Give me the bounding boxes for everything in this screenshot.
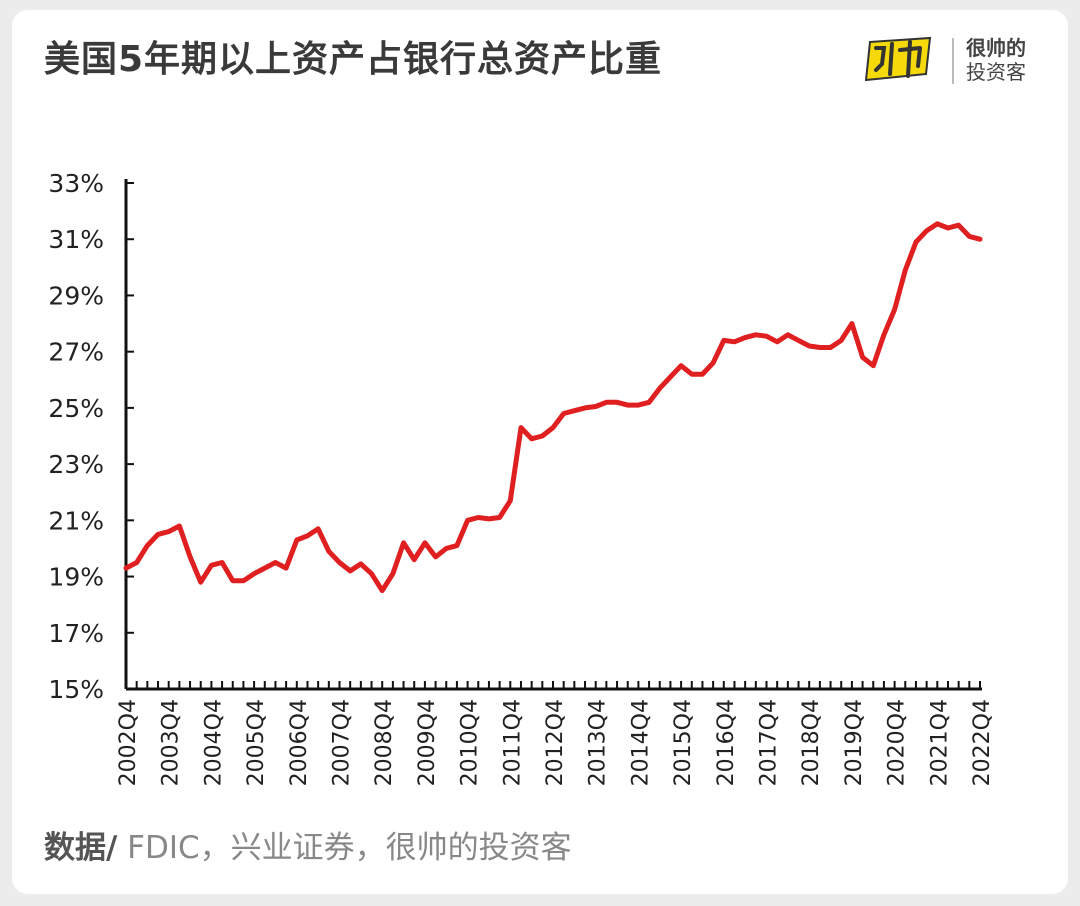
source-text: FDIC，兴业证券，很帅的投资客 [117, 830, 572, 866]
x-tick-label: 2011Q4 [500, 699, 525, 786]
y-tick-label: 27% [48, 338, 104, 367]
y-tick-label: 17% [48, 619, 104, 648]
brand-line1: 很帅的 [966, 36, 1026, 60]
x-tick-label: 2002Q4 [116, 699, 141, 786]
x-tick-label: 2006Q4 [287, 699, 312, 786]
x-tick-label: 2008Q4 [372, 699, 397, 786]
y-tick-label: 31% [48, 225, 104, 254]
source-label: 数据/ [44, 830, 118, 866]
x-tick-label: 2019Q4 [842, 699, 867, 786]
brand-logo-icon [864, 36, 932, 82]
y-tick-label: 33% [48, 169, 104, 198]
x-tick-label: 2018Q4 [799, 699, 824, 786]
x-tick-label: 2021Q4 [927, 699, 952, 786]
x-tick-label: 2020Q4 [885, 699, 910, 786]
x-tick-label: 2017Q4 [757, 699, 782, 786]
x-tick-label: 2003Q4 [159, 699, 184, 786]
x-tick-label: 2016Q4 [714, 699, 739, 786]
x-tick-label: 2005Q4 [244, 699, 269, 786]
brand-line2: 投资客 [966, 60, 1026, 84]
brand-name: 很帅的 投资客 [966, 36, 1026, 84]
chart-card [12, 10, 1068, 894]
brand-block: 很帅的 投资客 [860, 34, 1050, 90]
x-tick-label: 2010Q4 [458, 699, 483, 786]
y-tick-label: 21% [48, 506, 104, 535]
x-tick-label: 2004Q4 [201, 699, 226, 786]
y-tick-label: 25% [48, 394, 104, 423]
y-tick-label: 23% [48, 450, 104, 479]
x-tick-label: 2022Q4 [970, 699, 995, 786]
chart-title: 美国5年期以上资产占银行总资产比重 [44, 39, 663, 80]
x-tick-label: 2007Q4 [330, 699, 355, 786]
y-tick-label: 19% [48, 563, 104, 592]
x-tick-label: 2015Q4 [671, 699, 696, 786]
y-tick-label: 15% [48, 675, 104, 704]
source-note: 数据/ FDIC，兴业证券，很帅的投资客 [44, 822, 572, 867]
x-tick-label: 2013Q4 [586, 699, 611, 786]
y-tick-label: 29% [48, 281, 104, 310]
series-line [123, 221, 983, 594]
x-tick-label: 2009Q4 [415, 699, 440, 786]
brand-divider [952, 38, 954, 84]
x-tick-label: 2012Q4 [543, 699, 568, 786]
x-tick-label: 2014Q4 [628, 699, 653, 786]
